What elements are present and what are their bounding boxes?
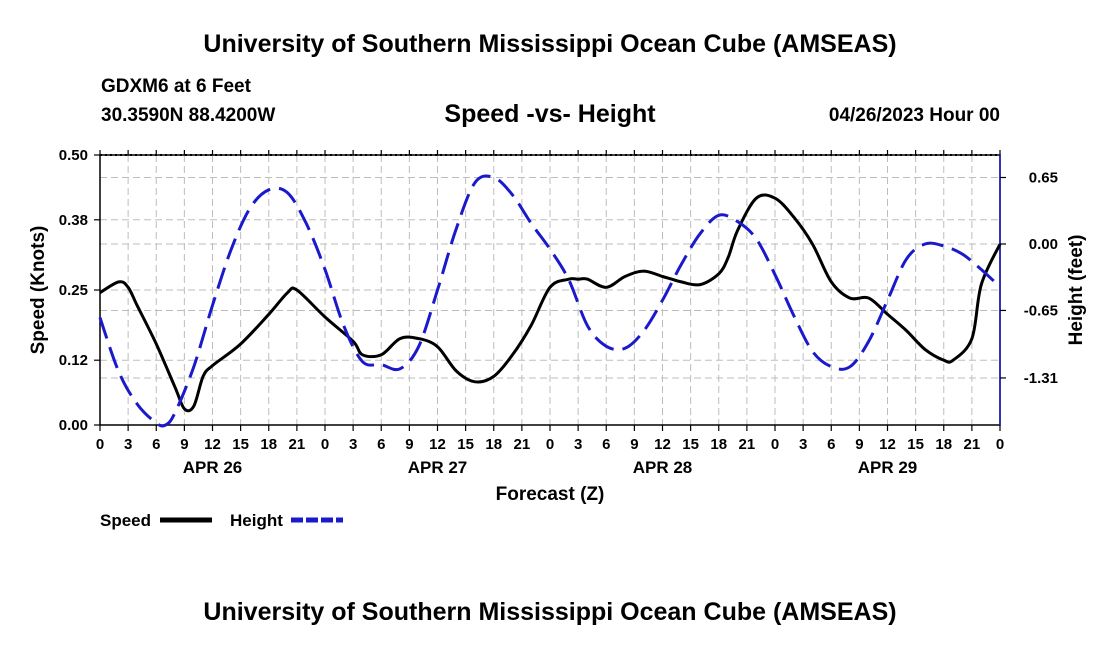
hour-tick-label: 21	[289, 436, 306, 453]
left-tick-label: 0.25	[59, 282, 88, 299]
hour-tick-label: 12	[204, 436, 221, 453]
hour-tick-label: 12	[654, 436, 671, 453]
hour-tick-label: 9	[630, 436, 638, 453]
hour-tick-label: 18	[935, 436, 952, 453]
hour-tick-label: 3	[799, 436, 807, 453]
hour-tick-label: 6	[602, 436, 610, 453]
hour-tick-label: 15	[907, 436, 924, 453]
hour-tick-label: 15	[457, 436, 474, 453]
page-title: University of Southern Mississippi Ocean…	[203, 30, 897, 58]
hour-tick-label: 3	[124, 436, 132, 453]
hour-tick-label: 18	[260, 436, 277, 453]
hour-tick-label: 0	[321, 436, 329, 453]
left-axis-title: Speed (Knots)	[28, 226, 49, 355]
left-tick-label: 0.12	[59, 352, 88, 369]
hour-tick-label: 12	[879, 436, 896, 453]
hour-tick-label: 15	[232, 436, 249, 453]
series-line-height	[98, 174, 1002, 428]
hour-tick-label: 0	[96, 436, 104, 453]
legend-label-height: Height	[230, 511, 283, 530]
right-tick-label: -1.31	[1024, 370, 1058, 387]
left-tick-label: 0.50	[59, 147, 88, 164]
hour-tick-label: 21	[964, 436, 981, 453]
series-line-speed	[99, 193, 1002, 413]
x-axis-title: Forecast (Z)	[496, 484, 605, 505]
right-tick-label: 0.00	[1029, 236, 1058, 253]
hour-tick-label: 9	[405, 436, 413, 453]
station-label: GDXM6 at 6 Feet	[101, 76, 251, 97]
hour-tick-label: 9	[855, 436, 863, 453]
hour-tick-label: 3	[574, 436, 582, 453]
day-label: APR 26	[183, 458, 243, 477]
hour-tick-label: 0	[996, 436, 1004, 453]
station-coords: 30.3590N 88.4200W	[101, 105, 276, 126]
legend-label-speed: Speed	[100, 511, 151, 530]
hour-tick-label: 15	[682, 436, 699, 453]
hour-tick-label: 6	[377, 436, 385, 453]
right-tick-label: -0.65	[1024, 302, 1058, 319]
footer-title: University of Southern Mississippi Ocean…	[203, 598, 897, 626]
right-tick-label: 0.65	[1029, 170, 1058, 187]
hour-tick-label: 21	[739, 436, 756, 453]
hour-tick-label: 18	[710, 436, 727, 453]
hour-tick-label: 21	[514, 436, 531, 453]
day-label: APR 28	[633, 458, 693, 477]
hour-tick-label: 0	[771, 436, 779, 453]
left-tick-label: 0.38	[59, 212, 88, 229]
hour-tick-label: 9	[180, 436, 188, 453]
run-time: 04/26/2023 Hour 00	[828, 105, 1000, 126]
day-label: APR 29	[858, 458, 918, 477]
day-label: APR 27	[408, 458, 468, 477]
hour-tick-label: 12	[429, 436, 446, 453]
right-axis-title: Height (feet)	[1066, 235, 1087, 346]
left-tick-label: 0.00	[59, 417, 88, 434]
hour-tick-label: 0	[546, 436, 554, 453]
hour-tick-label: 6	[827, 436, 835, 453]
hour-tick-label: 3	[349, 436, 357, 453]
hour-tick-label: 18	[485, 436, 502, 453]
hour-tick-label: 6	[152, 436, 160, 453]
chart-title: Speed -vs- Height	[444, 100, 656, 128]
